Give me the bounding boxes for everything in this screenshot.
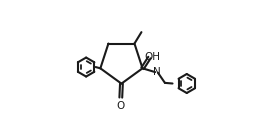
Text: OH: OH: [145, 52, 161, 62]
Text: O: O: [117, 101, 125, 111]
Text: N: N: [153, 67, 160, 77]
